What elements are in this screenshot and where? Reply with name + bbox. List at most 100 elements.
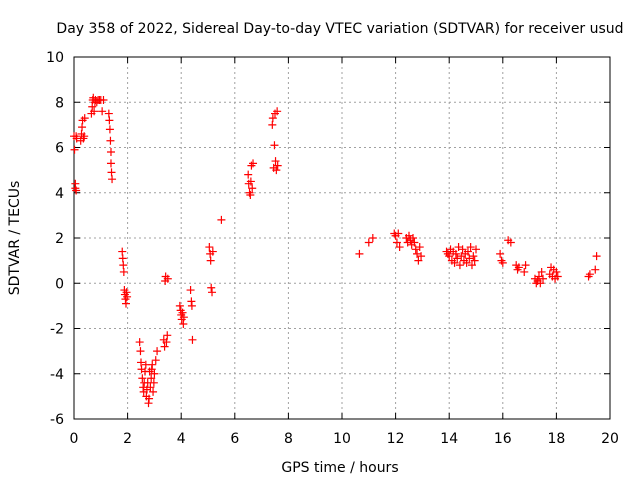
data-point: [99, 95, 108, 104]
data-point: [150, 369, 159, 378]
data-point: [414, 256, 423, 265]
data-point: [463, 247, 472, 256]
x-tick-label: 0: [70, 431, 79, 447]
data-point: [149, 378, 158, 387]
data-point: [462, 258, 471, 267]
data-point: [78, 123, 87, 132]
y-axis-label: SDTVAR / TECUs: [7, 181, 23, 296]
x-tick-label: 12: [387, 431, 405, 447]
data-point: [268, 120, 277, 129]
x-tick-label: 20: [601, 431, 619, 447]
y-tick-label: 8: [55, 95, 64, 111]
data-point: [244, 170, 253, 179]
data-point: [520, 267, 529, 276]
data-point: [270, 141, 279, 150]
x-tick-label: 2: [123, 431, 132, 447]
data-point: [123, 292, 132, 301]
x-tick-label: 6: [230, 431, 239, 447]
data-point: [106, 159, 115, 168]
data-point: [208, 288, 217, 297]
data-point: [208, 247, 217, 256]
data-point: [455, 261, 464, 270]
data-point: [151, 356, 160, 365]
data-point: [90, 107, 99, 116]
data-point: [70, 145, 79, 154]
data-point: [409, 234, 418, 242]
data-point: [137, 358, 145, 367]
data-point: [465, 254, 474, 263]
data-point: [392, 238, 401, 247]
data-point: [394, 229, 403, 238]
data-point: [534, 272, 543, 281]
data-point: [135, 338, 144, 347]
data-point: [72, 186, 81, 195]
data-point: [72, 134, 81, 143]
y-tick-label: 0: [55, 276, 64, 292]
y-tick-label: 4: [55, 186, 64, 202]
data-point: [105, 116, 114, 125]
data-point: [146, 383, 155, 392]
data-point: [514, 263, 523, 272]
data-point: [206, 256, 215, 265]
y-tick-label: 6: [55, 141, 64, 157]
data-point: [80, 114, 89, 123]
data-point: [413, 249, 422, 258]
data-point: [163, 331, 172, 340]
data-point: [148, 360, 157, 369]
data-point: [368, 234, 377, 242]
data-point: [188, 335, 197, 344]
axis-ticks: 0 2 4 6 8 10 12 14 16 18 20 -6 -4 -2 0 2 4 6 8 10: [46, 50, 619, 447]
data-point: [470, 256, 479, 265]
y-tick-label: 2: [55, 231, 64, 247]
data-point: [415, 243, 424, 252]
data-point: [98, 107, 107, 116]
data-point: [466, 243, 475, 252]
data-point: [138, 374, 147, 383]
data-point: [160, 342, 169, 351]
data-point: [445, 252, 454, 261]
data-point: [472, 245, 480, 254]
data-points: [70, 93, 601, 408]
data-point: [450, 258, 459, 267]
data-point: [395, 243, 404, 252]
data-point: [268, 114, 277, 123]
data-point: [410, 238, 419, 247]
data-point: [553, 272, 562, 281]
data-point: [217, 215, 226, 224]
y-tick-label: -6: [50, 412, 64, 428]
data-point: [179, 319, 188, 328]
x-axis-label: GPS time / hours: [281, 460, 398, 476]
data-point: [80, 132, 89, 141]
data-point: [249, 159, 258, 168]
data-point: [355, 249, 364, 258]
data-point: [149, 387, 158, 396]
x-tick-label: 10: [333, 431, 351, 447]
data-point: [585, 270, 594, 279]
data-point: [458, 245, 467, 254]
data-point: [451, 249, 460, 258]
data-point: [536, 279, 545, 288]
data-point: [187, 301, 196, 310]
data-point: [179, 313, 188, 322]
data-point: [469, 252, 478, 261]
data-point: [207, 283, 216, 292]
y-tick-label: -2: [50, 322, 64, 338]
data-point: [107, 168, 116, 177]
data-point: [147, 374, 156, 383]
data-point: [106, 136, 115, 145]
data-point: [592, 252, 601, 261]
data-point: [248, 184, 257, 193]
data-point: [118, 247, 127, 256]
data-point: [271, 157, 280, 166]
data-point: [186, 286, 195, 295]
data-point: [273, 161, 282, 170]
x-tick-label: 16: [494, 431, 512, 447]
data-point: [104, 109, 113, 118]
y-tick-label: -4: [50, 367, 64, 383]
data-point: [498, 258, 507, 267]
data-point: [467, 261, 476, 270]
y-tick-label: 10: [46, 50, 64, 66]
data-point: [136, 347, 145, 356]
data-point: [145, 394, 154, 403]
data-point: [178, 308, 187, 317]
